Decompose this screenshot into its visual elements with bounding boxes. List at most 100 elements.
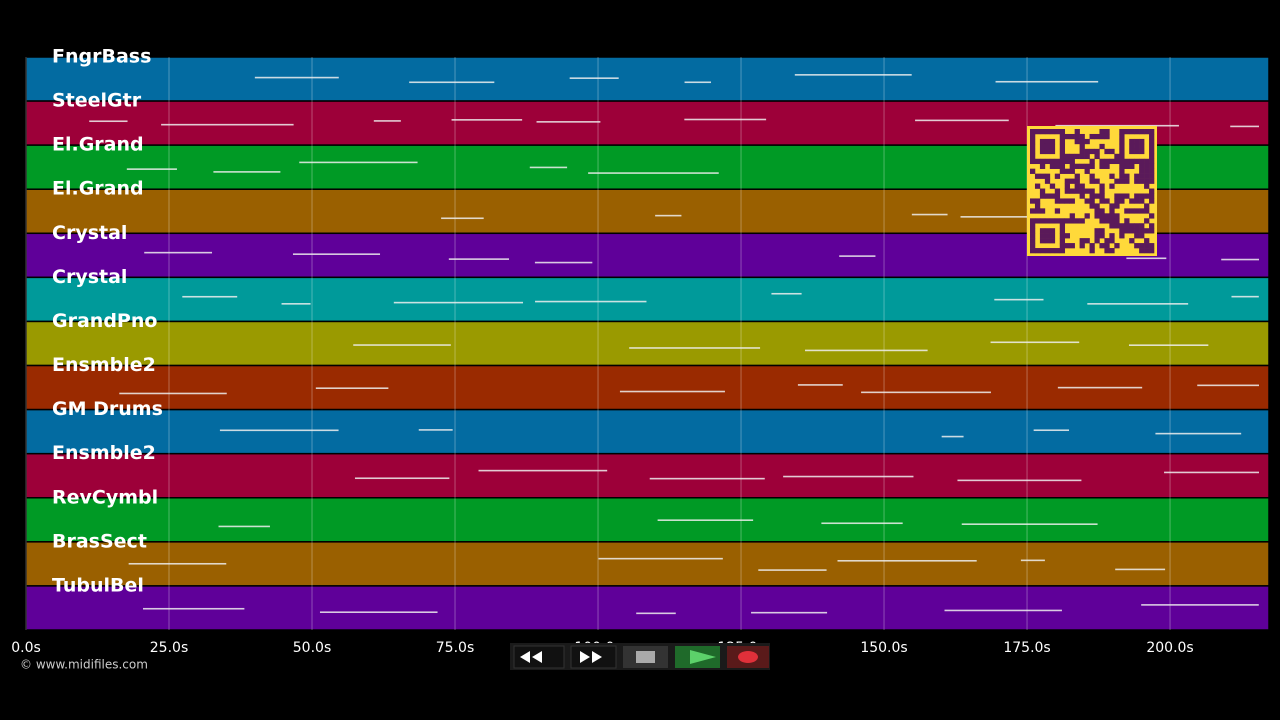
- qr-cell: [1109, 208, 1115, 214]
- note-strip: [911, 213, 948, 216]
- note-strip: [292, 253, 381, 255]
- track-band: [25, 541, 1270, 587]
- note-strip: [451, 119, 523, 121]
- qr-cell: [1119, 133, 1125, 140]
- qr-cell: [1069, 158, 1075, 165]
- qr-cell: [1139, 193, 1145, 199]
- qr-cell: [1030, 248, 1036, 254]
- qr-cell: [1119, 148, 1125, 155]
- qr-cell: [1094, 178, 1100, 184]
- qr-cell: [1109, 233, 1115, 239]
- qr-cell: [1139, 173, 1145, 179]
- note-strip: [478, 469, 608, 472]
- note-strip: [218, 525, 270, 528]
- track-label: GM Drums: [52, 398, 163, 420]
- qr-cell: [1109, 158, 1115, 165]
- qr-cell: [1099, 218, 1105, 224]
- note-strip: [213, 171, 281, 173]
- qr-cell: [1069, 243, 1075, 249]
- note-strip: [534, 261, 593, 264]
- note-strip: [751, 611, 828, 614]
- qr-cell: [1104, 248, 1110, 254]
- qr-cell: [1114, 178, 1120, 184]
- qr-cell: [1044, 173, 1051, 179]
- qr-cell: [1099, 129, 1105, 135]
- qr-cell: [1039, 238, 1046, 244]
- qr-cell: [1144, 193, 1150, 199]
- note-strip: [783, 475, 914, 478]
- qr-cell: [1079, 243, 1085, 249]
- qr-cell: [1084, 168, 1090, 174]
- qr-cell: [1089, 163, 1095, 169]
- qr-cell: [1044, 148, 1051, 155]
- note-strip: [657, 519, 754, 521]
- qr-cell: [1069, 163, 1075, 169]
- qr-cell: [1134, 233, 1140, 239]
- qr-cell: [1044, 193, 1051, 199]
- qr-cell: [1149, 138, 1155, 145]
- rewind-button[interactable]: [513, 645, 565, 669]
- qr-cell: [1134, 223, 1140, 229]
- qr-cell: [1054, 198, 1061, 204]
- qr-cell: [1049, 248, 1056, 254]
- x-tick-label: 200.0s: [1146, 640, 1193, 656]
- note-strip: [839, 255, 876, 257]
- track-label: SteelGtr: [52, 90, 142, 112]
- qr-cell: [1134, 138, 1140, 145]
- qr-cell: [1059, 158, 1066, 165]
- qr-cell: [1129, 228, 1135, 234]
- qr-cell: [1099, 213, 1105, 219]
- qr-cell: [1064, 218, 1070, 224]
- note-strip: [315, 387, 389, 390]
- note-strip: [161, 123, 294, 126]
- track-label: El.Grand: [52, 134, 144, 156]
- qr-cell: [1069, 153, 1075, 160]
- qr-cell: [1099, 198, 1105, 204]
- qr-cell: [1104, 198, 1110, 204]
- note-strip: [128, 562, 227, 565]
- qr-cell: [1069, 218, 1075, 224]
- qr-cell: [1089, 193, 1095, 199]
- qr-cell: [1149, 243, 1155, 249]
- qr-cell: [1134, 243, 1140, 249]
- track-label: BrasSect: [52, 530, 147, 552]
- fast-forward-button[interactable]: [570, 645, 617, 669]
- qr-cell: [1114, 243, 1120, 249]
- play-button[interactable]: [675, 646, 720, 668]
- qr-cell: [1099, 193, 1105, 199]
- qr-cell: [1149, 129, 1155, 135]
- qr-cell: [1109, 218, 1115, 224]
- qr-cell: [1149, 143, 1155, 150]
- qr-cell: [1059, 223, 1066, 229]
- qr-cell: [1079, 238, 1085, 244]
- qr-cell: [1044, 158, 1051, 165]
- note-strip: [529, 166, 568, 169]
- qr-cell: [1044, 178, 1051, 184]
- qr-cell: [1049, 148, 1056, 155]
- note-strip: [794, 74, 912, 76]
- qr-cell: [1044, 138, 1051, 145]
- stop-button[interactable]: [623, 646, 668, 668]
- qr-cell: [1089, 148, 1095, 155]
- qr-cell: [1119, 158, 1125, 165]
- qr-cell: [1030, 143, 1036, 150]
- qr-cell: [1144, 163, 1150, 169]
- record-button[interactable]: [727, 646, 769, 668]
- note-strip: [409, 81, 495, 84]
- qr-cell: [1149, 188, 1155, 194]
- note-strip: [1141, 604, 1259, 606]
- qr-cell: [1064, 198, 1070, 204]
- qr-cell: [1084, 188, 1090, 194]
- qr-cell: [1099, 228, 1105, 234]
- qr-cell: [1030, 168, 1036, 174]
- track-band: [25, 276, 1270, 323]
- transport-controls: [510, 643, 770, 670]
- track-label: Crystal: [52, 266, 127, 288]
- qr-cell: [1049, 158, 1056, 165]
- qr-cell: [1049, 228, 1056, 234]
- qr-cell: [1079, 153, 1085, 160]
- qr-cell: [1069, 188, 1075, 194]
- note-strip: [1057, 386, 1143, 389]
- qr-cell: [1119, 173, 1125, 179]
- qr-cell: [1089, 133, 1095, 140]
